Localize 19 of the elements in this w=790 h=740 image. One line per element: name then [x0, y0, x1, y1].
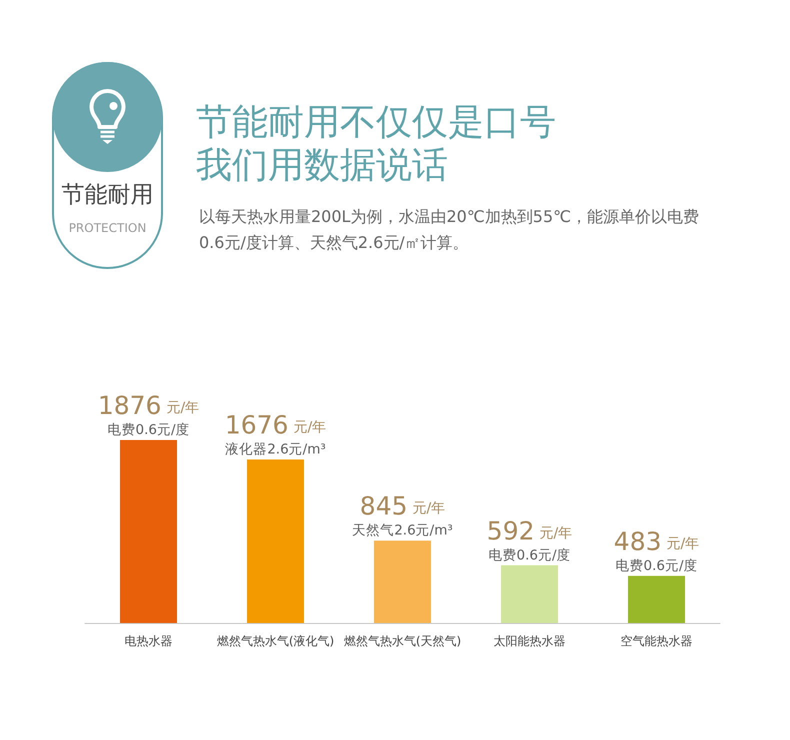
bar: [628, 576, 685, 623]
bar: [374, 540, 431, 623]
chart-subtitle: 以每天热水用量200L为例，水温由20℃加热到55℃，能源单价以电费0.6元/度计算、天然气2.6元/㎡计算。: [199, 206, 700, 254]
annotation: 电费0.6元/度: [107, 422, 190, 438]
x-tick-label: 空气能热水器: [620, 634, 692, 648]
annotation: 液化器2.6元/m³: [225, 442, 326, 458]
annotation: 电费0.6元/度: [615, 558, 698, 574]
text: PROTECTION: [68, 221, 148, 236]
x-tick-label: 电热水器: [124, 634, 172, 648]
bar: [247, 460, 304, 623]
bar: [501, 565, 558, 623]
chart-title: 节能耐用不仅仅是口号我们用数据说话: [196, 101, 557, 187]
annotation: 电费0.6元/度: [488, 547, 571, 564]
text: 节能耐用: [60, 181, 154, 210]
x-tick-label: 太阳能热水器: [494, 634, 566, 648]
bar: [120, 440, 177, 623]
annotation: 天然气2.6元/m³: [352, 522, 453, 539]
x-tick-label: 燃然气热水气(天然气): [344, 634, 462, 648]
x-tick-label: 燃然气热水气(液化气): [216, 634, 334, 648]
